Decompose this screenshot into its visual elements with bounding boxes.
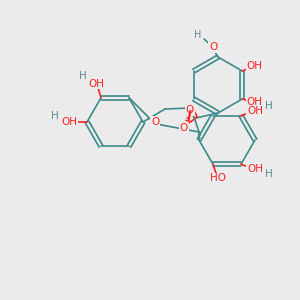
Text: HO: HO [210, 173, 226, 183]
Text: H: H [79, 71, 87, 81]
Text: OH: OH [246, 97, 262, 107]
Text: H: H [265, 101, 273, 111]
Text: H: H [194, 30, 202, 40]
Text: H: H [51, 111, 59, 121]
Text: OH: OH [88, 79, 104, 89]
Text: O: O [209, 42, 217, 52]
Text: O: O [186, 105, 194, 115]
Text: OH: OH [61, 117, 77, 127]
Text: H: H [79, 71, 87, 81]
Text: O: O [180, 123, 188, 133]
Text: OH: OH [247, 106, 263, 116]
Text: OH: OH [246, 61, 262, 71]
Text: O: O [151, 117, 159, 127]
Text: H: H [265, 169, 273, 179]
Text: OH: OH [247, 164, 263, 174]
